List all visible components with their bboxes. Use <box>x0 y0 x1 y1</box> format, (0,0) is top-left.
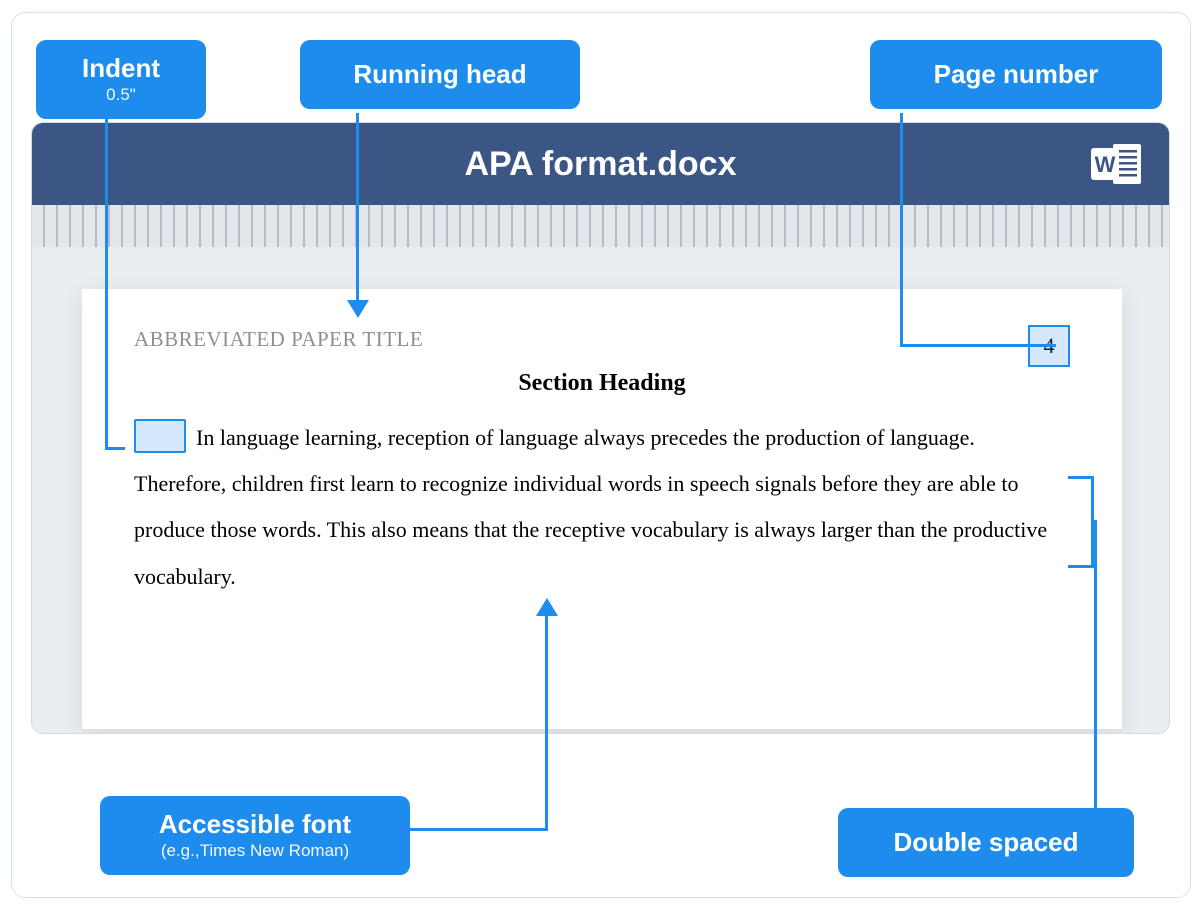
arrow-font-v <box>545 614 548 831</box>
svg-text:W: W <box>1095 152 1116 177</box>
section-heading: Section Heading <box>134 370 1070 397</box>
arrow-running-head <box>356 113 359 303</box>
label-page-number: Page number <box>870 40 1162 109</box>
arrow-font-h <box>410 828 548 831</box>
titlebar: APA format.docx W <box>32 123 1169 205</box>
arrow-page-number-v <box>900 113 903 347</box>
label-running-head-title: Running head <box>328 60 552 89</box>
arrow-font-tip <box>536 598 558 616</box>
label-accessible-font-title: Accessible font <box>128 810 382 839</box>
document-page: ABBREVIATED PAPER TITLE 4 Section Headin… <box>82 289 1122 729</box>
body-paragraph: In language learning, reception of langu… <box>134 415 1070 600</box>
label-indent-sub: 0.5" <box>64 85 178 105</box>
arrow-running-head-tip <box>347 300 369 318</box>
ruler <box>32 205 1169 247</box>
word-icon: W <box>1089 140 1143 188</box>
arrow-indent-h <box>105 447 125 450</box>
label-double-spaced: Double spaced <box>838 808 1134 877</box>
document-window: APA format.docx W ABBREVIATED PAPER TITL… <box>31 122 1170 734</box>
label-accessible-font: Accessible font (e.g.,Times New Roman) <box>100 796 410 875</box>
label-double-spaced-title: Double spaced <box>866 828 1106 857</box>
arrow-page-number-h <box>900 344 1056 347</box>
label-indent: Indent 0.5" <box>36 40 206 119</box>
arrow-indent-v <box>105 117 108 447</box>
label-running-head: Running head <box>300 40 580 109</box>
label-accessible-font-sub: (e.g.,Times New Roman) <box>128 841 382 861</box>
body-text-content: In language learning, reception of langu… <box>134 425 1047 589</box>
label-page-number-title: Page number <box>898 60 1134 89</box>
document-title: APA format.docx <box>464 145 736 184</box>
label-indent-title: Indent <box>64 54 178 83</box>
double-spaced-bracket <box>1068 476 1094 568</box>
indent-highlight <box>134 419 186 453</box>
arrow-double-spaced-v <box>1094 520 1097 808</box>
running-head-text: ABBREVIATED PAPER TITLE <box>134 327 1070 352</box>
